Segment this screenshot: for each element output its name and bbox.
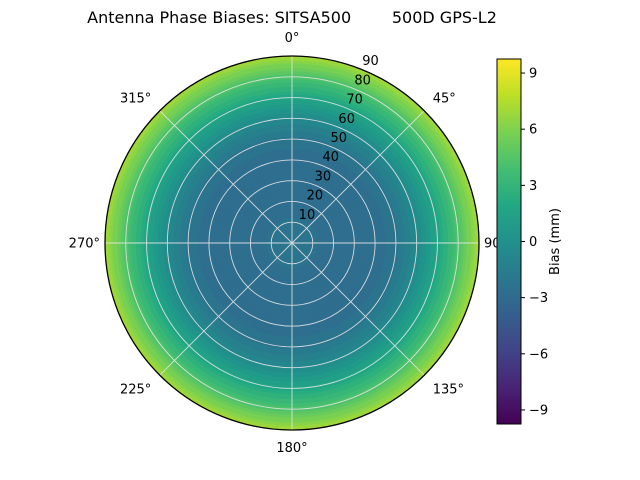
angle-tick-label: 315° [120, 91, 151, 106]
angle-tick-label: 45° [433, 91, 456, 106]
colorbar-tick-label: 9 [529, 67, 537, 82]
chart-title: Antenna Phase Biases: SITSA500 500D GPS-… [87, 8, 497, 27]
colorbar-tick-label: 3 [529, 179, 537, 194]
radius-tick-label: 80 [354, 73, 371, 88]
radius-tick-label: 50 [330, 131, 347, 146]
polar-grid [105, 56, 479, 430]
polar-outline [104, 55, 480, 431]
radius-tick-label: 70 [346, 93, 363, 108]
radius-tick-label: 20 [307, 189, 324, 204]
colorbar-label: Bias (mm) [548, 208, 563, 275]
angle-tick-label: 0° [285, 31, 300, 46]
radius-tick-label: 40 [323, 150, 340, 165]
radius-tick-label: 10 [299, 208, 316, 223]
angle-tick-label: 270° [69, 237, 100, 252]
angle-tick-label: 180° [276, 441, 307, 456]
angle-tick-label: 135° [433, 383, 464, 398]
radius-tick-label: 60 [338, 112, 355, 127]
radius-tick-label: 90 [362, 54, 379, 69]
angle-tick-label: 90 [484, 237, 501, 252]
angle-tick-label: 225° [120, 383, 151, 398]
colorbar-gradient [496, 58, 522, 425]
angle-tick-labels: 0° 45° 90 135° 180° 225° 270° 315° [69, 31, 501, 456]
radius-tick-label: 30 [315, 169, 332, 184]
colorbar-tick-label: −9 [529, 403, 548, 418]
colorbar-tick-label: −3 [529, 291, 548, 306]
radius-tick-labels: 10 20 30 40 50 60 70 80 90 [299, 54, 379, 223]
colorbar-tick-label: 0 [529, 235, 537, 250]
colorbar-tick-label: 6 [529, 123, 537, 138]
colorbar-tick-label: −6 [529, 347, 548, 362]
colorbar: 9 6 3 0 −3 −6 −9 Bias (mm) [496, 58, 563, 425]
